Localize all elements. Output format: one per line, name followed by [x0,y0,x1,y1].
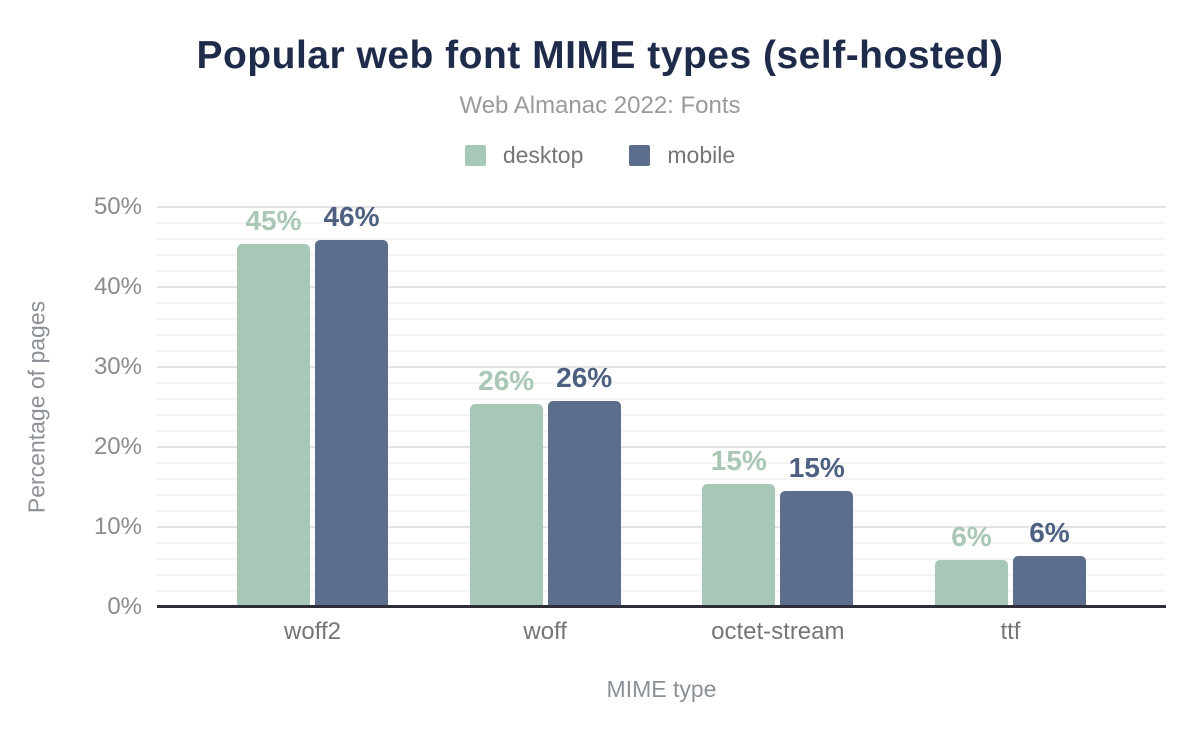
gridline [157,238,1166,240]
x-label-woff: woff [523,618,567,645]
y-tick-0: 0% [107,593,142,620]
legend: desktop mobile [0,142,1200,169]
bar-value-label: 45% [245,204,302,236]
bar-value-label: 6% [951,520,992,552]
gridline [157,558,1166,560]
gridline [157,574,1166,576]
x-axis-labels: woff2 woff octet-stream ttf [157,618,1166,646]
y-tick-20: 20% [93,433,142,460]
bar-col: 15% [780,452,854,607]
gridline [157,350,1166,352]
x-label-octet-stream: octet-stream [711,618,845,645]
gridline [157,366,1166,368]
bar-col: 6% [1012,516,1086,607]
desktop-swatch-icon [464,145,486,166]
gridline [157,270,1166,272]
bar-col: 26% [469,364,543,607]
gridline [157,206,1166,208]
bar-col: 15% [702,444,776,607]
bar-value-label: 15% [788,452,845,483]
x-label-woff2: woff2 [284,618,341,645]
gridline [157,382,1166,384]
gridlines [157,206,1166,607]
y-tick-40: 40% [93,273,142,300]
bar-value-label: 26% [556,361,613,393]
gridline [157,510,1166,512]
bar-desktop-ttf [934,559,1008,607]
legend-label-mobile: mobile [667,142,736,168]
x-label-ttf: ttf [1000,618,1021,645]
gridline [157,478,1166,480]
bar-value-label: 15% [710,444,767,476]
bar-group-octet-stream: 15% 15% [702,444,854,607]
plot-area: 45% 46% 26% 26% [157,201,1166,607]
gridline [157,430,1166,432]
gridline [157,398,1166,400]
gridline [157,542,1166,544]
bar-col: 26% [547,361,621,607]
gridline [157,494,1166,496]
bar-group-woff: 26% 26% [469,361,621,607]
x-axis-title: MIME type [606,676,717,702]
y-tick-30: 30% [93,353,142,380]
chart-subtitle: Web Almanac 2022: Fonts [459,92,741,119]
y-axis-ticks: 0% 10% 20% 30% 40% 50% [0,193,142,620]
y-tick-50: 50% [93,193,142,220]
legend-label-desktop: desktop [502,142,584,168]
y-tick-10: 10% [93,513,142,540]
gridline [157,302,1166,304]
x-axis-baseline [157,605,1166,608]
gridline [157,526,1166,528]
legend-item-mobile: mobile [629,142,735,169]
gridline [157,414,1166,416]
gridline [157,446,1166,448]
gridline [157,222,1166,224]
bar-mobile-woff2 [315,239,388,607]
gridline [157,318,1166,320]
gridline [157,334,1166,336]
bar-value-label: 46% [323,200,380,232]
bar-value-label: 6% [1029,516,1070,548]
bar-mobile-woff [547,400,621,607]
bar-group-woff2: 45% 46% [237,201,388,607]
bar-desktop-woff [469,403,543,607]
legend-item-desktop: desktop [464,142,584,169]
bar-group-ttf: 6% 6% [934,516,1086,607]
bar-col: 46% [315,201,388,607]
bar-groups: 45% 46% 26% 26% [157,201,1166,607]
bar-desktop-woff2 [237,243,310,607]
chart-title: Popular web font MIME types (self-hosted… [196,34,1004,77]
mobile-swatch-icon [629,145,651,166]
bar-mobile-octet-stream [780,491,854,607]
gridline [157,286,1166,288]
bar-desktop-octet-stream [702,483,776,607]
gridline [157,462,1166,464]
bar-mobile-ttf [1012,555,1086,607]
bar-col: 45% [237,205,310,607]
bar-value-label: 26% [478,364,535,396]
bar-col: 6% [934,520,1008,607]
gridline [157,590,1166,592]
gridline [157,254,1166,256]
